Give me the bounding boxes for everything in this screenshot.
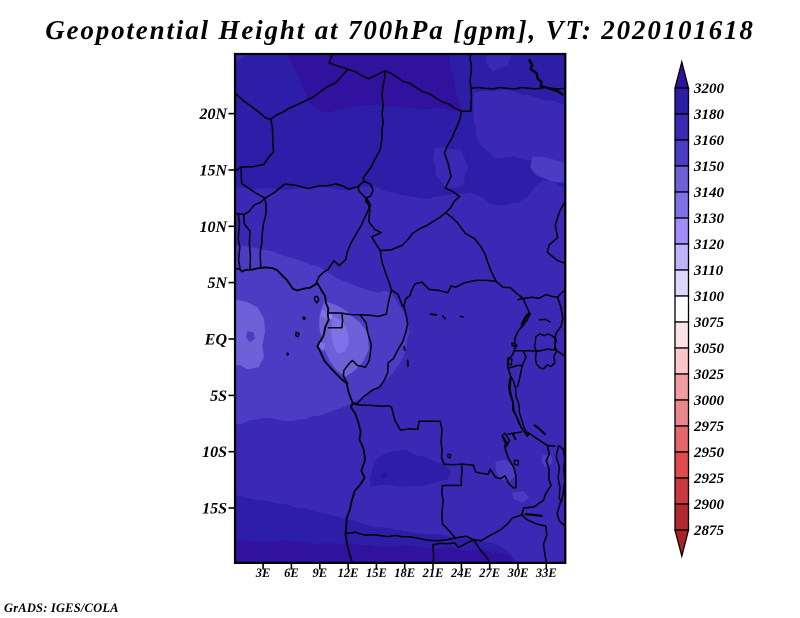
svg-text:10N: 10N [199,219,228,236]
svg-text:2950: 2950 [693,445,725,461]
svg-text:3000: 3000 [693,393,725,409]
svg-text:3075: 3075 [693,315,725,331]
svg-text:3110: 3110 [693,263,724,279]
svg-text:15S: 15S [202,501,227,518]
svg-text:5N: 5N [207,275,228,292]
svg-text:18E: 18E [394,566,415,580]
svg-text:2875: 2875 [693,523,725,539]
svg-text:3E: 3E [255,566,271,580]
svg-text:3120: 3120 [693,237,725,253]
svg-text:15N: 15N [199,163,228,180]
svg-text:9E: 9E [313,566,328,580]
svg-text:30E: 30E [507,566,529,580]
svg-text:EQ: EQ [204,332,228,349]
svg-text:3140: 3140 [693,185,725,201]
svg-text:3100: 3100 [693,289,725,305]
svg-text:3050: 3050 [693,341,725,357]
svg-text:27E: 27E [478,566,500,580]
svg-text:Geopotential Height at 700hPa: Geopotential Height at 700hPa [gpm], VT:… [45,15,755,45]
svg-text:3130: 3130 [693,211,725,227]
svg-text:5S: 5S [210,388,227,405]
svg-text:10S: 10S [202,444,227,461]
svg-text:2975: 2975 [693,419,725,435]
svg-text:3025: 3025 [693,367,725,383]
svg-text:33E: 33E [535,566,557,580]
svg-text:24E: 24E [450,566,472,580]
svg-text:12E: 12E [338,566,359,580]
svg-text:6E: 6E [284,566,299,580]
svg-text:15E: 15E [366,566,387,580]
svg-text:3150: 3150 [693,159,725,175]
svg-text:21E: 21E [422,566,444,580]
svg-text:3180: 3180 [693,107,725,123]
svg-text:2925: 2925 [693,471,725,487]
svg-text:20N: 20N [198,106,228,123]
svg-text:3160: 3160 [693,133,725,149]
svg-text:2900: 2900 [693,497,725,513]
svg-text:GrADS: IGES/COLA: GrADS: IGES/COLA [4,601,119,615]
svg-text:3200: 3200 [693,81,725,97]
